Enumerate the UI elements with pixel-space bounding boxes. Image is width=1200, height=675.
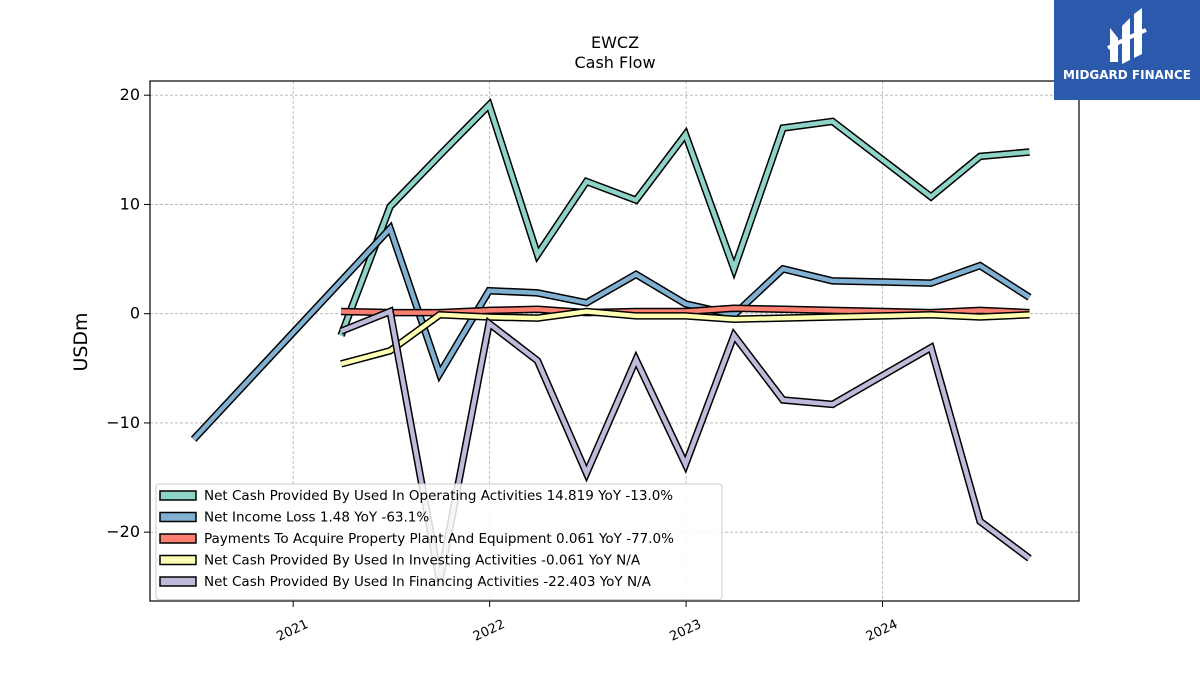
series-lines bbox=[190, 97, 1032, 583]
legend-entry: Net Cash Provided By Used In Financing A… bbox=[204, 574, 652, 590]
chart-title: EWCZ bbox=[591, 33, 639, 52]
legend-box bbox=[155, 483, 723, 600]
legend: Net Cash Provided By Used In Operating A… bbox=[155, 483, 723, 600]
series-line bbox=[338, 100, 1030, 337]
legend-swatch bbox=[159, 554, 197, 566]
midgard-logo-icon bbox=[1107, 8, 1147, 64]
series-line bbox=[340, 309, 1030, 367]
x-tick-label: 2022 bbox=[471, 617, 507, 645]
legend-entry: Payments To Acquire Property Plant And E… bbox=[204, 531, 674, 547]
x-tick-label: 2021 bbox=[275, 617, 311, 645]
x-tick-label: 2024 bbox=[864, 617, 900, 645]
series-line bbox=[191, 224, 1031, 441]
grid bbox=[150, 81, 1079, 601]
series-line-outline bbox=[340, 307, 1030, 368]
legend-swatch bbox=[159, 511, 197, 523]
legend-entry: Net Income Loss 1.48 YoY -63.1% bbox=[204, 510, 429, 526]
chart-subtitle: Cash Flow bbox=[574, 53, 655, 72]
y-axis-label: USDm bbox=[70, 312, 92, 371]
legend-swatch bbox=[159, 576, 197, 587]
y-tick-label: 20 bbox=[120, 85, 140, 104]
y-tick-label: 10 bbox=[120, 194, 140, 213]
y-tick-label: 0 bbox=[130, 304, 140, 323]
legend-entry: Net Cash Provided By Used In Investing A… bbox=[204, 553, 641, 569]
legend-swatch bbox=[159, 533, 197, 544]
brand-logo: MIDGARD FINANCE bbox=[1054, 0, 1200, 100]
plot-frame bbox=[149, 80, 1080, 602]
y-tick-label: −20 bbox=[106, 522, 140, 541]
brand-name: MIDGARD FINANCE bbox=[1063, 68, 1191, 82]
y-tick-label: −10 bbox=[106, 413, 140, 432]
x-tick-label: 2023 bbox=[667, 617, 703, 645]
legend-entry: Net Cash Provided By Used In Operating A… bbox=[204, 488, 673, 504]
legend-swatch bbox=[159, 490, 197, 501]
